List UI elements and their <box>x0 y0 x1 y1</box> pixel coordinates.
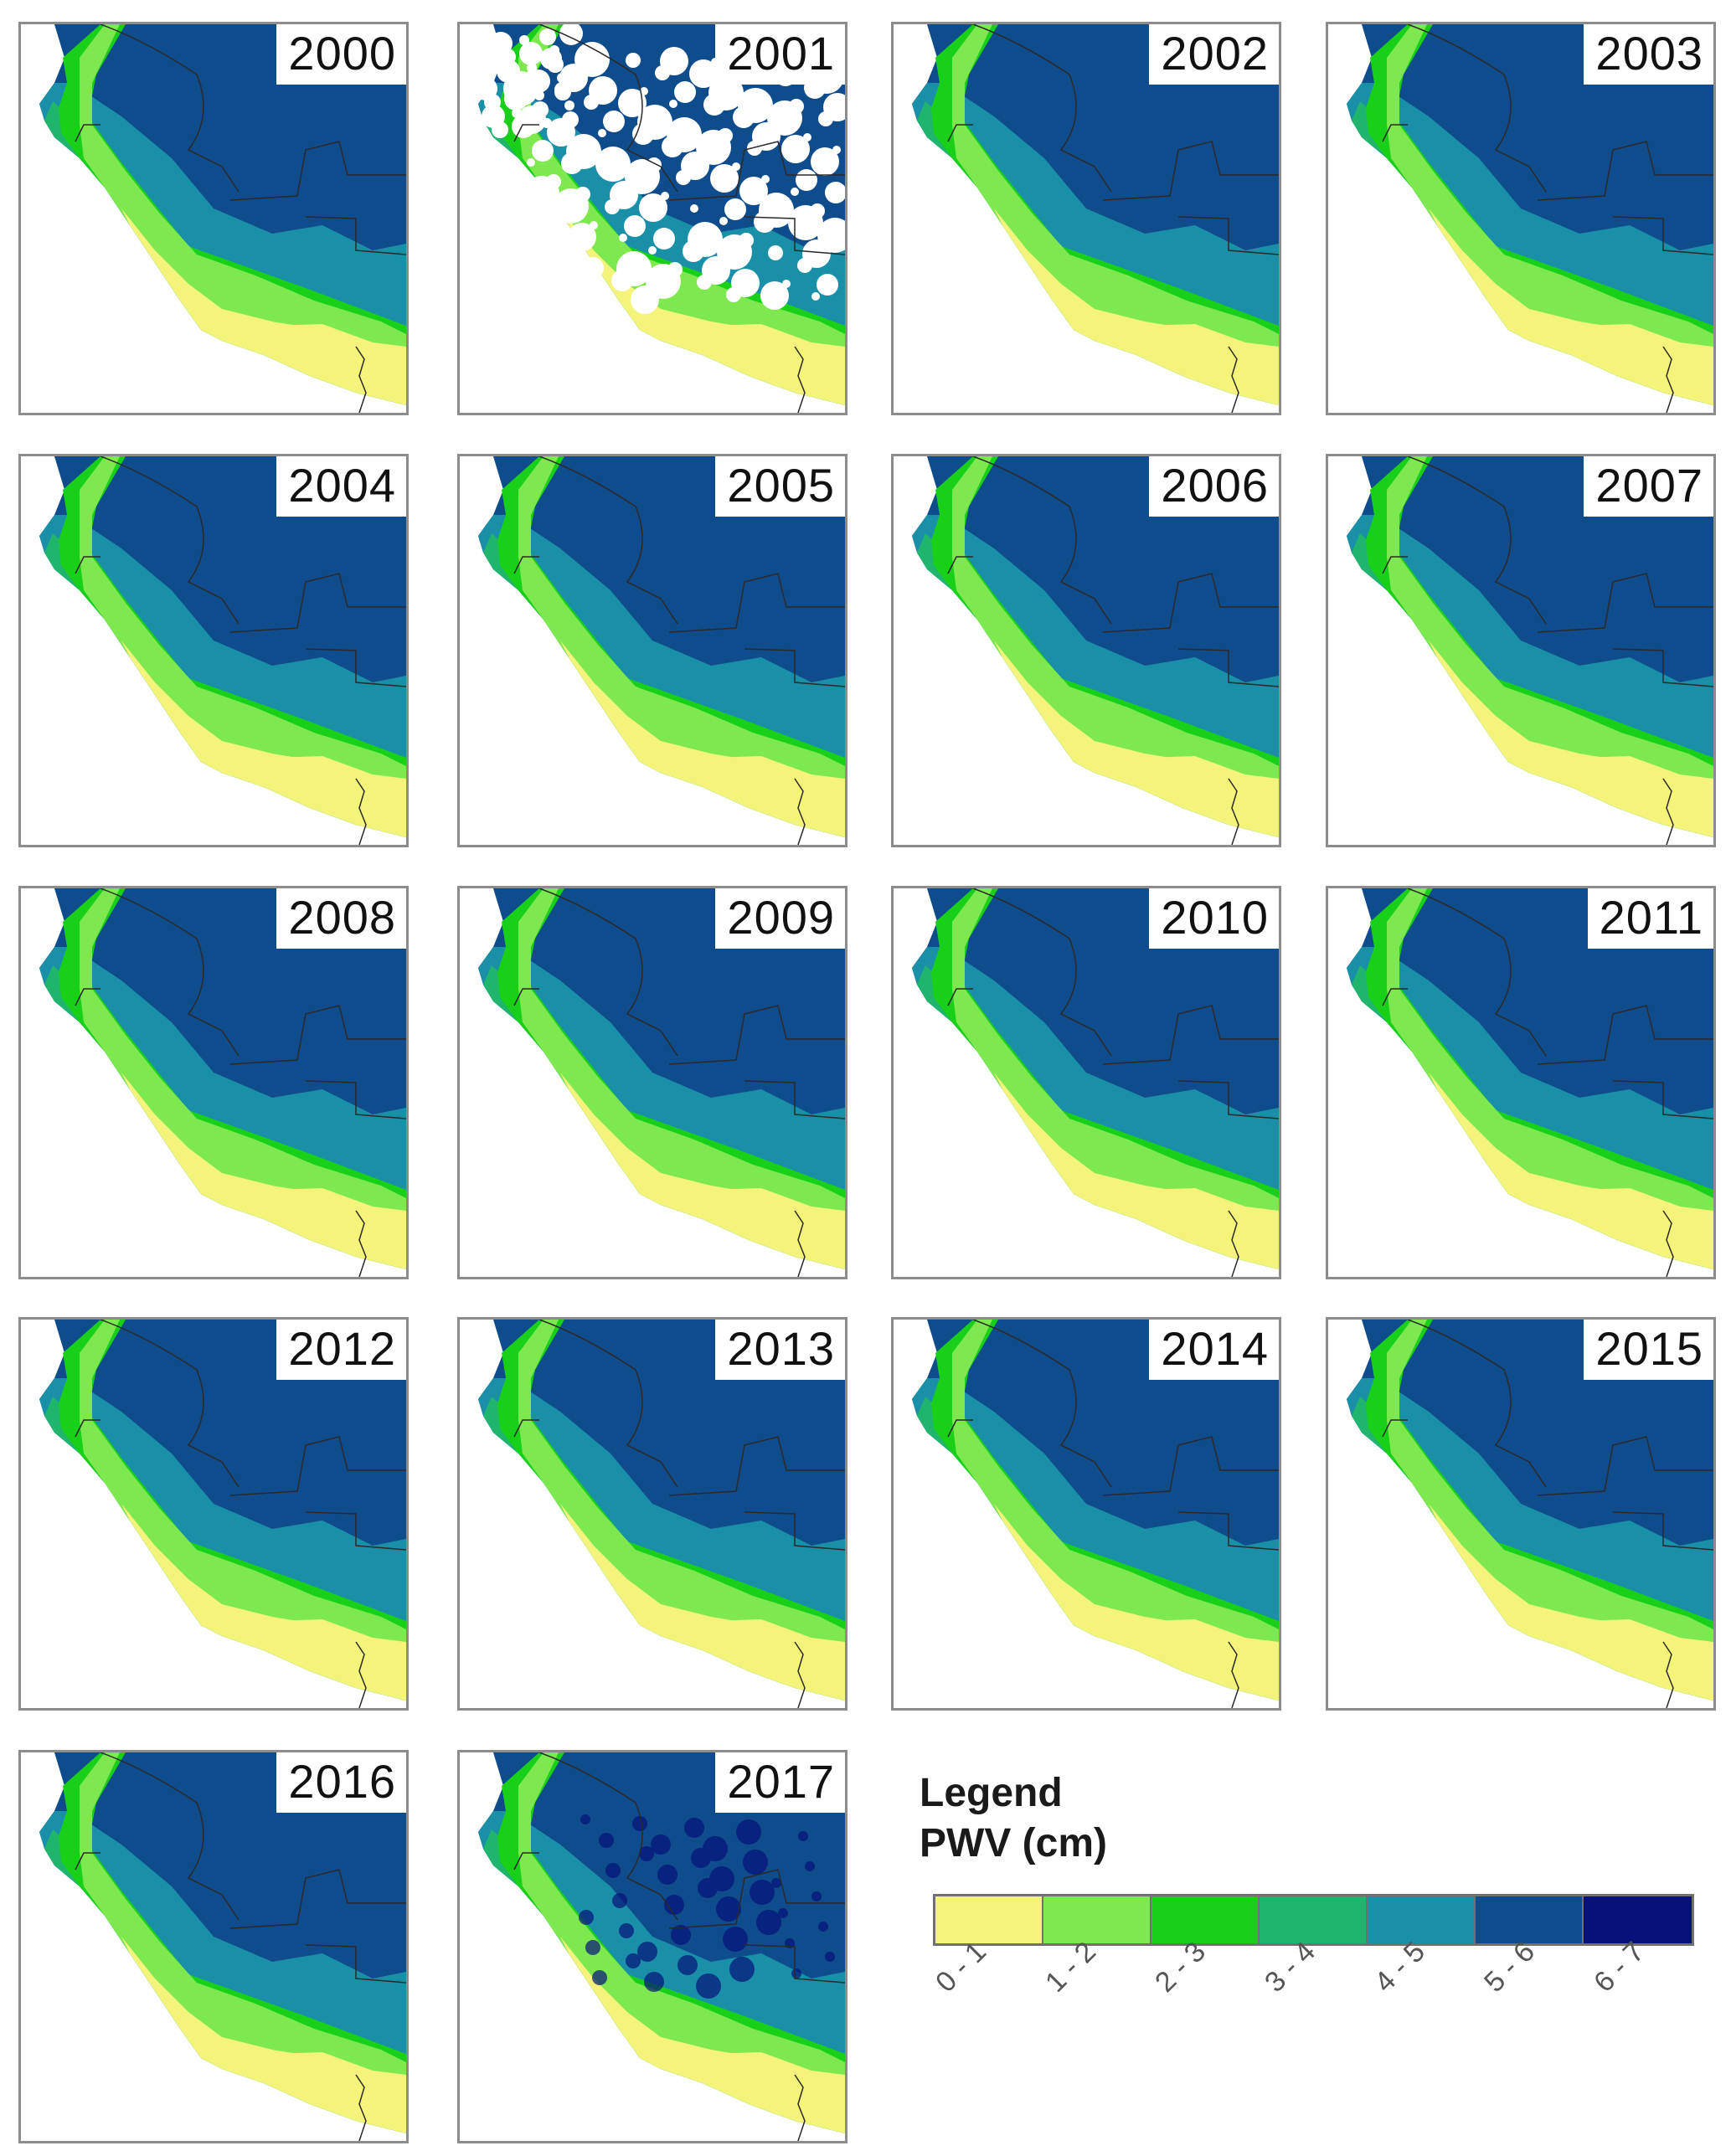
legend-title-line1: Legend <box>920 1771 1063 1815</box>
pwv-map-2017 <box>460 1752 845 2141</box>
pwv-map-2011 <box>1328 888 1713 1277</box>
pwv-map-2001 <box>460 24 845 413</box>
legend-swatch-5 <box>1368 1896 1476 1943</box>
legend-swatch-3 <box>1151 1896 1260 1943</box>
map-panel-2017: 2017 <box>457 1750 847 2143</box>
map-panel-2009: 2009 <box>457 886 847 1279</box>
year-label: 2000 <box>276 24 406 85</box>
year-label: 2004 <box>276 456 406 517</box>
map-panel-2007: 2007 <box>1326 454 1716 847</box>
legend-swatch-4 <box>1260 1896 1368 1943</box>
pwv-map-2003 <box>1328 24 1713 413</box>
pwv-map-2015 <box>1328 1320 1713 1708</box>
map-panel-2002: 2002 <box>891 22 1281 415</box>
map-panel-2000: 2000 <box>18 22 409 415</box>
map-panel-2004: 2004 <box>18 454 409 847</box>
year-label: 2012 <box>276 1320 406 1380</box>
pwv-map-2002 <box>894 24 1279 413</box>
pwv-map-2006 <box>894 456 1279 845</box>
year-label: 2009 <box>715 888 845 949</box>
legend-title: Legend PWV (cm) <box>920 1768 1107 1869</box>
map-panel-2012: 2012 <box>18 1317 409 1711</box>
pwv-map-2014 <box>894 1320 1279 1708</box>
map-panel-2005: 2005 <box>457 454 847 847</box>
pwv-map-2008 <box>21 888 406 1277</box>
map-panel-2003: 2003 <box>1326 22 1716 415</box>
pwv-map-2009 <box>460 888 845 1277</box>
legend-title-line2: PWV (cm) <box>920 1821 1108 1865</box>
pwv-map-2016 <box>21 1752 406 2141</box>
year-label: 2001 <box>715 24 845 85</box>
pwv-map-2013 <box>460 1320 845 1708</box>
year-label: 2013 <box>715 1320 845 1380</box>
legend-swatch-1 <box>935 1896 1043 1943</box>
year-label: 2010 <box>1149 888 1279 949</box>
year-label: 2007 <box>1584 456 1713 517</box>
year-label: 2011 <box>1587 888 1713 949</box>
map-panel-2006: 2006 <box>891 454 1281 847</box>
map-panel-2008: 2008 <box>18 886 409 1279</box>
year-label: 2002 <box>1149 24 1279 85</box>
map-panel-2010: 2010 <box>891 886 1281 1279</box>
legend-swatch-6 <box>1476 1896 1584 1943</box>
year-label: 2014 <box>1149 1320 1279 1380</box>
legend-swatch-2 <box>1043 1896 1151 1943</box>
map-panel-2015: 2015 <box>1326 1317 1716 1711</box>
pwv-map-2012 <box>21 1320 406 1708</box>
pwv-map-2005 <box>460 456 845 845</box>
year-label: 2016 <box>276 1752 406 1813</box>
pwv-map-2007 <box>1328 456 1713 845</box>
pwv-map-2000 <box>21 24 406 413</box>
map-panel-2001: 2001 <box>457 22 847 415</box>
legend-color-bar <box>933 1894 1694 1946</box>
map-panel-2011: 2011 <box>1326 886 1716 1279</box>
map-panel-2016: 2016 <box>18 1750 409 2143</box>
pwv-map-2004 <box>21 456 406 845</box>
year-label: 2017 <box>715 1752 845 1813</box>
pwv-map-2010 <box>894 888 1279 1277</box>
year-label: 2006 <box>1149 456 1279 517</box>
map-panel-2014: 2014 <box>891 1317 1281 1711</box>
year-label: 2008 <box>276 888 406 949</box>
map-panel-2013: 2013 <box>457 1317 847 1711</box>
year-label: 2005 <box>715 456 845 517</box>
cloud-mask <box>466 24 845 316</box>
year-label: 2003 <box>1584 24 1713 85</box>
legend-swatch-7 <box>1584 1896 1692 1943</box>
year-label: 2015 <box>1584 1320 1713 1380</box>
